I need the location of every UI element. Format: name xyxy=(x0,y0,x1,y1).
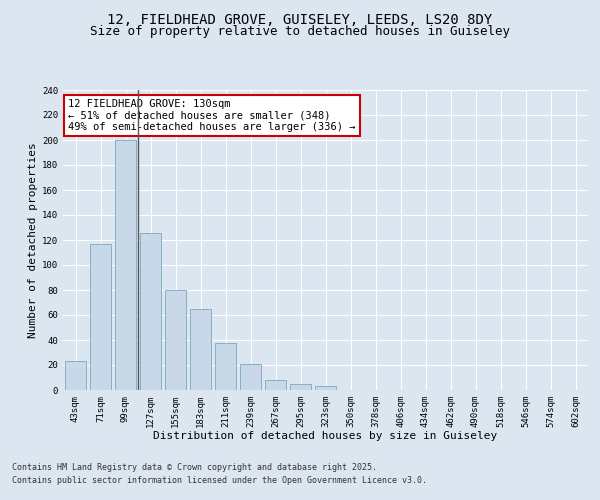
Bar xyxy=(90,244,111,390)
Bar xyxy=(115,140,136,390)
Bar xyxy=(215,342,236,390)
Text: 12, FIELDHEAD GROVE, GUISELEY, LEEDS, LS20 8DY: 12, FIELDHEAD GROVE, GUISELEY, LEEDS, LS… xyxy=(107,12,493,26)
Text: Contains public sector information licensed under the Open Government Licence v3: Contains public sector information licen… xyxy=(12,476,427,485)
Bar xyxy=(240,364,261,390)
Y-axis label: Number of detached properties: Number of detached properties xyxy=(28,142,38,338)
Text: 12 FIELDHEAD GROVE: 130sqm
← 51% of detached houses are smaller (348)
49% of sem: 12 FIELDHEAD GROVE: 130sqm ← 51% of deta… xyxy=(68,99,356,132)
Bar xyxy=(315,386,336,390)
Bar xyxy=(65,361,86,390)
Bar xyxy=(290,384,311,390)
Text: Contains HM Land Registry data © Crown copyright and database right 2025.: Contains HM Land Registry data © Crown c… xyxy=(12,464,377,472)
Bar xyxy=(265,380,286,390)
Bar xyxy=(140,232,161,390)
Text: Size of property relative to detached houses in Guiseley: Size of property relative to detached ho… xyxy=(90,25,510,38)
X-axis label: Distribution of detached houses by size in Guiseley: Distribution of detached houses by size … xyxy=(154,432,497,442)
Bar xyxy=(165,290,186,390)
Bar xyxy=(190,308,211,390)
